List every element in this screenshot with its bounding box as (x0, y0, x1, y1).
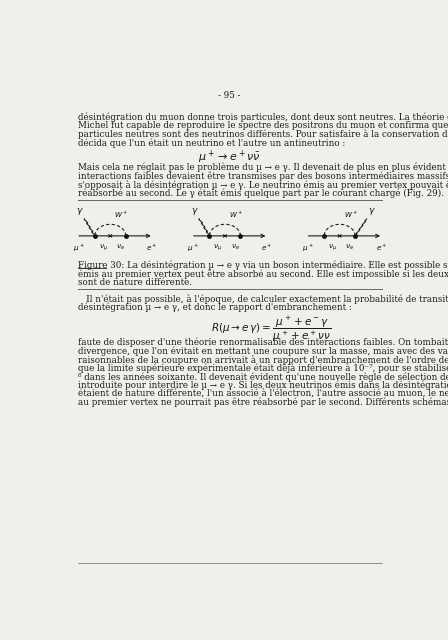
Text: $\gamma$: $\gamma$ (76, 205, 84, 216)
Text: $W^+$: $W^+$ (229, 210, 243, 221)
Text: Michel fut capable de reproduire le spectre des positrons du muon et confirma qu: Michel fut capable de reproduire le spec… (78, 121, 448, 130)
Text: $\mu^+$: $\mu^+$ (187, 243, 199, 254)
Text: réabsorbé au second. Le γ était émis quelque part par le courant chargé (Fig. 29: réabsorbé au second. Le γ était émis que… (78, 189, 444, 198)
Text: $\nu_\mu$: $\nu_\mu$ (214, 243, 223, 253)
Text: $W^+$: $W^+$ (114, 210, 128, 221)
Text: au premier vertex ne pourrait pas être réabsorbé par le second. Différents schém: au premier vertex ne pourrait pas être r… (78, 398, 448, 408)
Text: désintégration du muon donne trois particules, dont deux sont neutres. La théori: désintégration du muon donne trois parti… (78, 112, 448, 122)
Text: que la limite supérieure expérimentale était déjà inférieure à 10⁻⁷, pour se sta: que la limite supérieure expérimentale é… (78, 364, 448, 373)
Text: $W^+$: $W^+$ (344, 210, 358, 221)
Text: $\nu_e$: $\nu_e$ (345, 243, 354, 252)
Text: $\gamma$: $\gamma$ (191, 205, 198, 216)
Text: ⁸ dans les années soixante. Il devenait évident qu'une nouvelle règle de sélecti: ⁸ dans les années soixante. Il devenait … (78, 372, 448, 381)
Text: divergence, que l'on évitait en mettant une coupure sur la masse, mais avec des : divergence, que l'on évitait en mettant … (78, 346, 448, 356)
Text: décida que l'un était un neutrino et l'autre un antineutrino :: décida que l'un était un neutrino et l'a… (78, 138, 345, 148)
Text: $\mu^+$: $\mu^+$ (73, 243, 84, 254)
Text: sont de nature différente.: sont de nature différente. (78, 278, 192, 287)
Text: Figure 30: La désintégration µ → e γ via un boson intermédiaire. Elle est possib: Figure 30: La désintégration µ → e γ via… (78, 260, 448, 270)
Text: désintégration µ → e γ, et donc le rapport d'embranchement :: désintégration µ → e γ, et donc le rappo… (78, 303, 352, 312)
Text: Il n'était pas possible, à l'époque, de calculer exactement la probabilité de tr: Il n'était pas possible, à l'époque, de … (78, 294, 448, 304)
Text: particules neutres sont des neutrinos différents. Pour satisfaire à la conservat: particules neutres sont des neutrinos di… (78, 129, 448, 140)
Text: $R(\mu \rightarrow e\,\gamma) = \dfrac{\mu^+ + e^-\gamma}{\mu^+ + e^+\nu\nu}$: $R(\mu \rightarrow e\,\gamma) = \dfrac{\… (211, 314, 332, 344)
Text: Mais cela ne réglait pas le problème du µ → e γ. Il devenait de plus en plus évi: Mais cela ne réglait pas le problème du … (78, 163, 448, 172)
Text: s'opposait à la désintégration µ → e γ. Le neutrino émis au premier vertex pouva: s'opposait à la désintégration µ → e γ. … (78, 180, 448, 190)
Text: $\nu_e$: $\nu_e$ (231, 243, 240, 252)
Text: $e^+$: $e^+$ (146, 243, 158, 253)
Text: $\nu_\mu$: $\nu_\mu$ (328, 243, 337, 253)
Text: étaient de nature différente, l'un associé à l'électron, l'autre associé au muon: étaient de nature différente, l'un assoc… (78, 389, 448, 399)
Text: introduite pour interdire le µ → e γ. Si les deux neutrinos émis dans la désinté: introduite pour interdire le µ → e γ. Si… (78, 381, 448, 390)
Text: - 95 -: - 95 - (218, 91, 241, 100)
Text: interactions faibles devaient être transmises par des bosons intermédiaires mass: interactions faibles devaient être trans… (78, 172, 448, 181)
Text: émis au premier vertex peut être absorbé au second. Elle est impossible si les d: émis au premier vertex peut être absorbé… (78, 269, 448, 278)
Text: $\nu_e$: $\nu_e$ (116, 243, 125, 252)
Text: $e^+$: $e^+$ (261, 243, 272, 253)
Text: raisonnables de la coupure on arrivait à un rapport d'embranchement de l'ordre d: raisonnables de la coupure on arrivait à… (78, 355, 448, 365)
Text: $\mu^+$: $\mu^+$ (302, 243, 314, 254)
Text: $\nu_\mu$: $\nu_\mu$ (99, 243, 108, 253)
Text: $e^+$: $e^+$ (376, 243, 387, 253)
Text: $\mu^+ \rightarrow e^+ \nu \bar{\nu}$: $\mu^+ \rightarrow e^+ \nu \bar{\nu}$ (198, 149, 261, 166)
Text: faute de disposer d'une théorie renormalisable des interactions faibles. On tomb: faute de disposer d'une théorie renormal… (78, 337, 448, 347)
Text: $\gamma$: $\gamma$ (368, 205, 376, 216)
